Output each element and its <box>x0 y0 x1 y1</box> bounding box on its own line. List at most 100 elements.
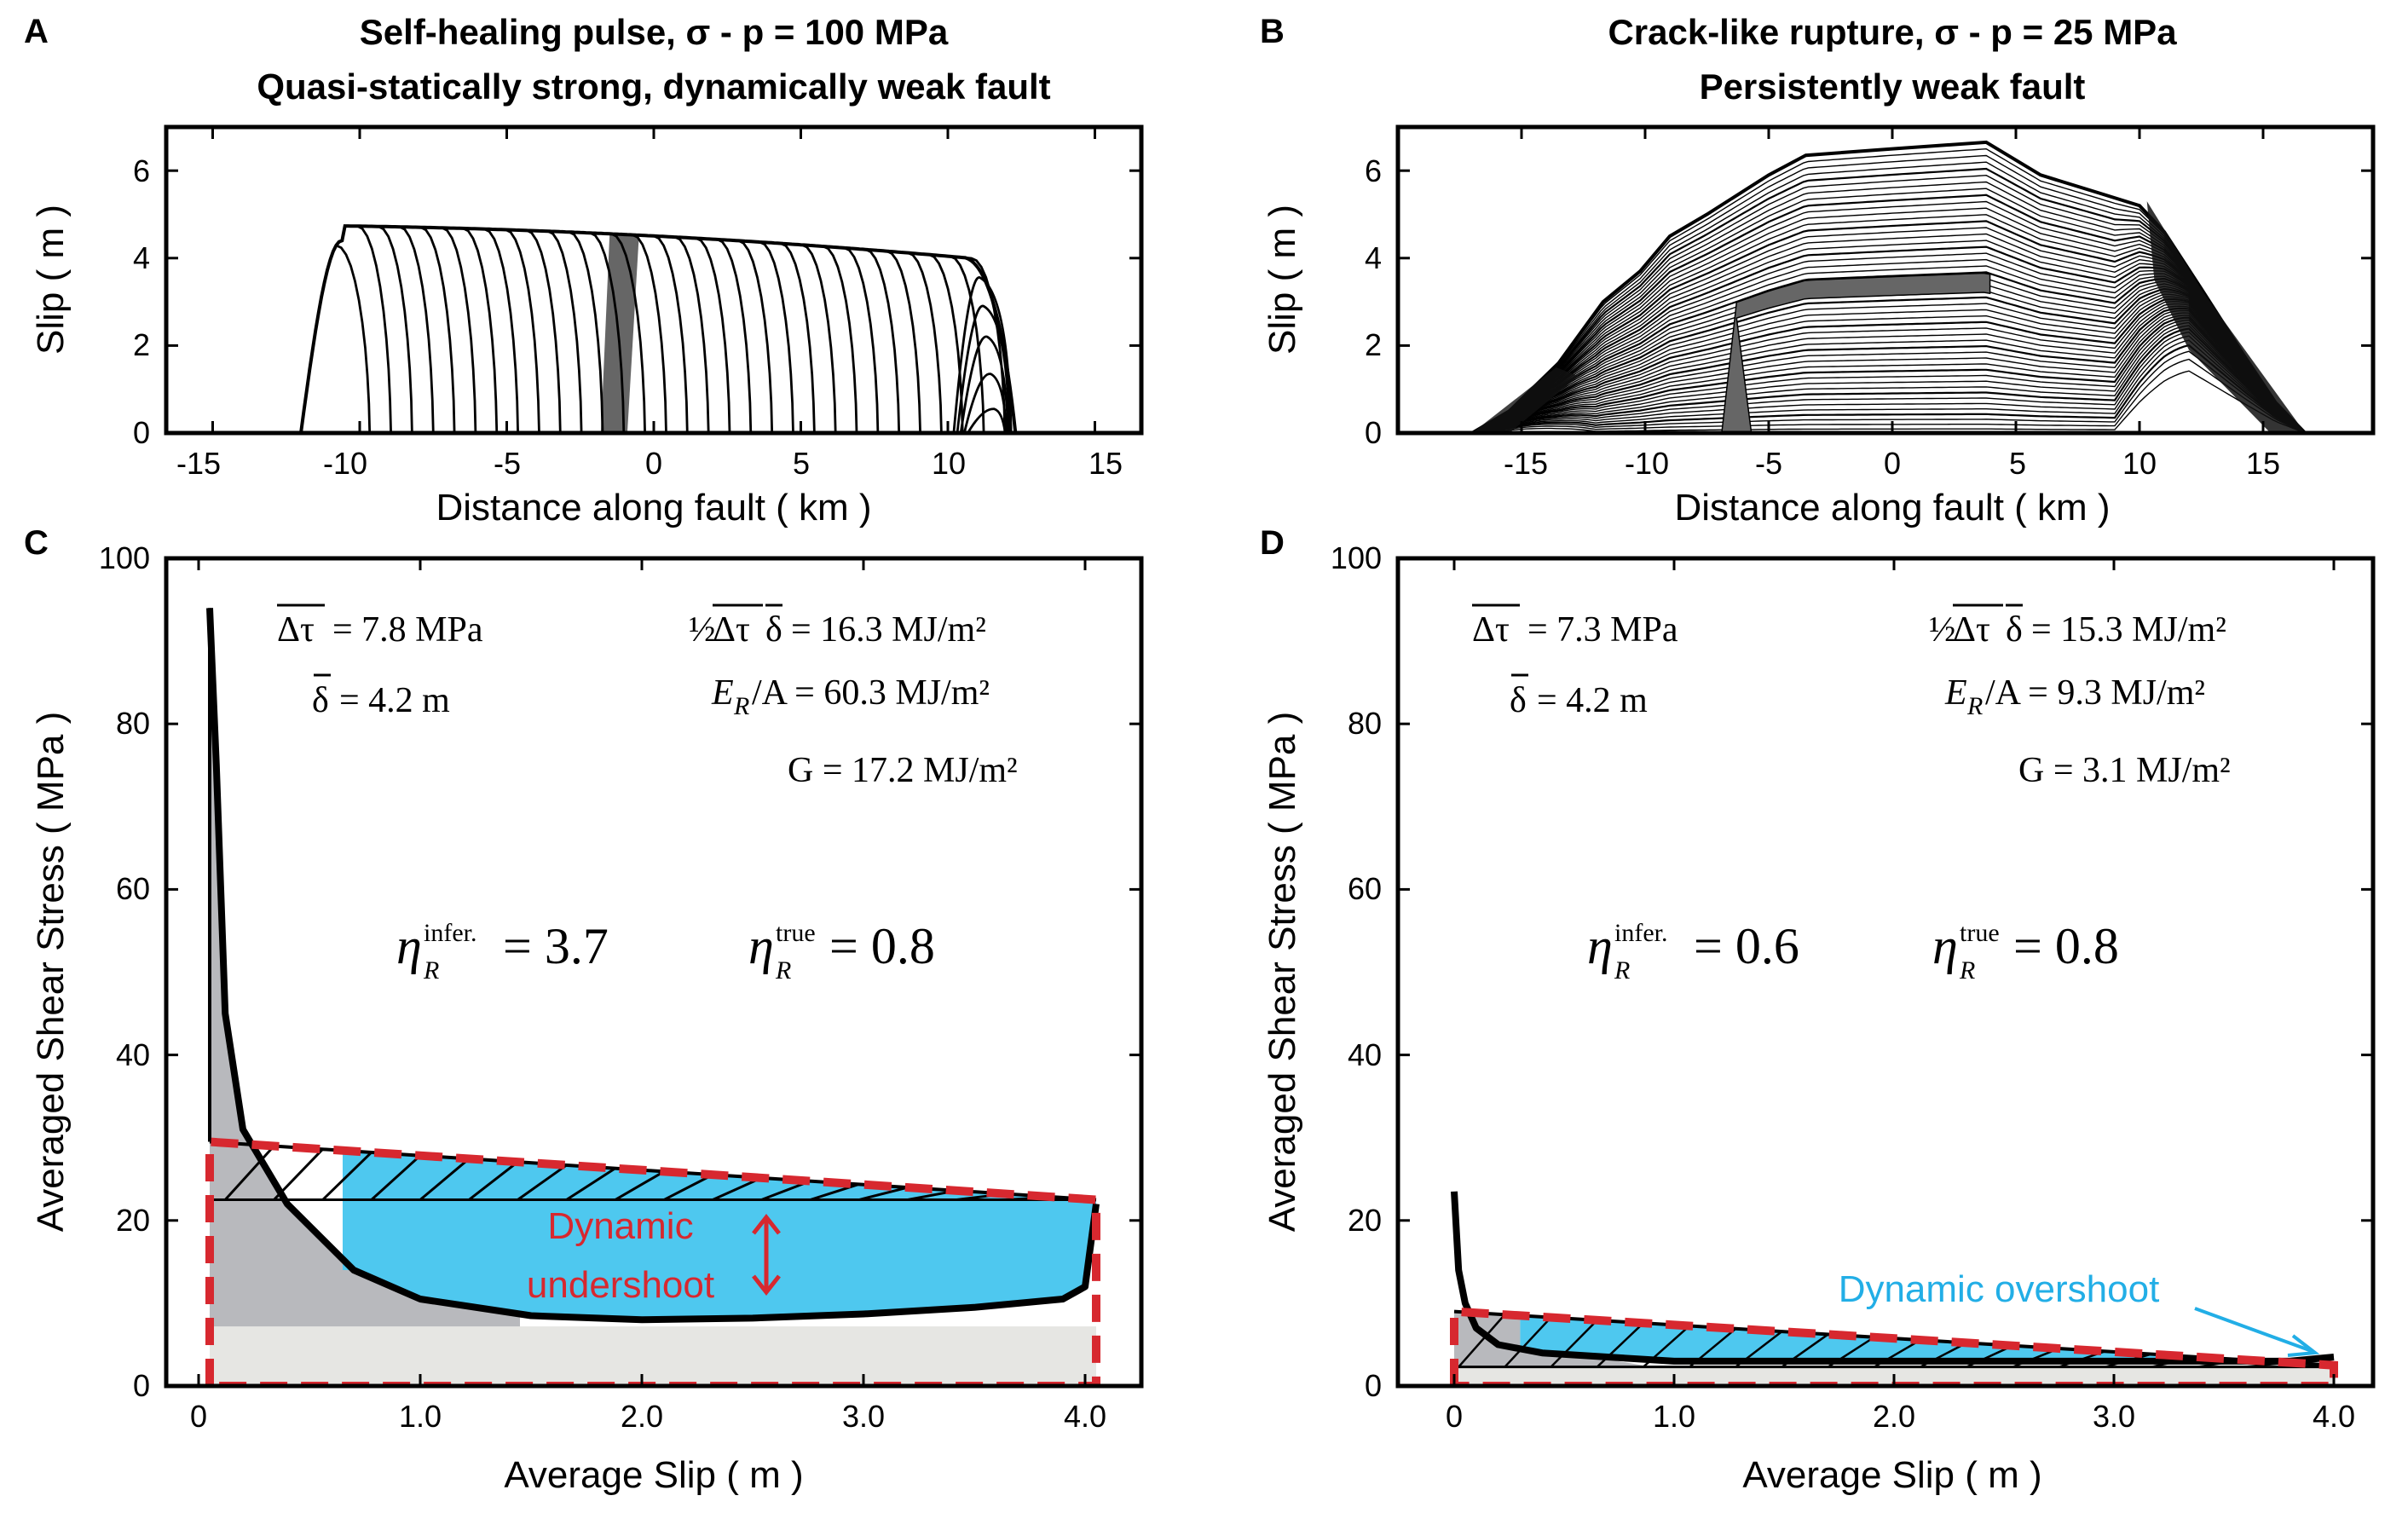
eq-er-sub-c: R <box>733 692 749 720</box>
ytick-c-0: 0 <box>133 1368 150 1403</box>
eq-dtau-lhs-d: Δτ <box>1472 610 1510 650</box>
xtick-a-4: 0 <box>645 446 662 481</box>
slip-contour-tail <box>956 304 1011 433</box>
hatch-line <box>1504 1316 1552 1368</box>
hatch-line <box>468 1160 519 1201</box>
slip-contour <box>1471 335 2303 433</box>
slip-contour-tail <box>962 372 1008 433</box>
eq-delta-rhs-d: = 4.2 m <box>1537 681 1648 720</box>
xtick-a-5: 5 <box>793 446 810 481</box>
slip-contour <box>1471 309 2303 433</box>
xtick-a-7: 15 <box>1089 446 1123 481</box>
panel-a-title-line1: Self-healing pulse, σ - p = 100 MPa <box>360 12 949 52</box>
xtick-c-3: 3.0 <box>842 1399 885 1434</box>
slip-contour <box>299 224 816 433</box>
hatch-line <box>1458 1314 1506 1368</box>
xtick-b-3: -5 <box>1755 446 1782 481</box>
annot-dynamic-c: Dynamic <box>547 1205 693 1247</box>
eta-true-symbol-c: η <box>748 918 774 974</box>
undershoot-arrow <box>752 1213 781 1296</box>
eq-dtau-rhs-c: = 7.8 MPa <box>332 610 483 650</box>
axes-box-d <box>1395 556 2376 1389</box>
slip-contour <box>1471 321 2303 433</box>
red-dashed-outline <box>1450 1307 2338 1386</box>
equations-c: Δτ = 7.8 MPa δ = 4.2 m ½ Δτ δ = 16.3 MJ/… <box>277 603 1018 985</box>
xtick-a-1: -15 <box>176 446 221 481</box>
slip-contour <box>299 224 985 433</box>
grey-area <box>1454 1311 1653 1367</box>
slip-contour <box>1471 305 2303 433</box>
ticks-b <box>1398 127 2373 435</box>
stress-slip-plot-c <box>205 608 1100 1386</box>
xtick-d-2: 2.0 <box>1873 1399 1915 1434</box>
ytick-b-6: 6 <box>1365 153 1382 188</box>
ytick-b-4: 4 <box>1365 240 1382 275</box>
slip-contour <box>1471 331 2303 433</box>
hatch-line <box>517 1164 568 1201</box>
xtick-c-0: 0 <box>190 1399 207 1434</box>
ytick-b-2: 2 <box>1365 327 1382 362</box>
ylabel-a: Slip ( m ) <box>30 205 72 355</box>
eta-infer-val-d: = 0.6 <box>1694 918 1799 974</box>
ticks-d <box>1398 557 2373 1388</box>
xlabel-a: Distance along fault ( km ) <box>436 487 871 528</box>
hatch-line <box>810 1182 860 1201</box>
slip-contour <box>1471 303 2303 433</box>
slip-contour <box>1471 344 2303 433</box>
eq-half-prefix-c: ½ <box>689 610 716 650</box>
axes-box-c <box>164 556 1144 1389</box>
ytick-a-2: 2 <box>133 327 150 362</box>
xtick-d-4: 4.0 <box>2313 1399 2355 1434</box>
eta-infer-symbol-c: η <box>396 918 422 974</box>
eq-er-lhs-c: E <box>711 673 734 713</box>
slip-contours-a <box>299 224 1018 433</box>
ytick-c-20: 20 <box>116 1203 150 1238</box>
hatch-line <box>565 1167 616 1201</box>
final-slip-envelope <box>299 224 1018 433</box>
xtick-b-7: 15 <box>2246 446 2280 481</box>
ytick-d-0: 0 <box>1365 1368 1382 1403</box>
panel-c: C 0 20 40 60 80 100 0 1.0 2.0 3.0 4.0 Av… <box>24 524 1144 1496</box>
eta-infer-sub-d: R <box>1614 956 1630 985</box>
ticks-a <box>166 127 1141 435</box>
eq-half-rhs-d: = 15.3 MJ/m² <box>2031 610 2226 650</box>
hatch-line <box>1550 1319 1598 1368</box>
eq-half-dtau-d: Δτ <box>1953 610 1990 650</box>
eq-er-sub-d: R <box>1966 692 1983 720</box>
dense-contours-right <box>2146 201 2306 433</box>
eta-infer-val-c: = 3.7 <box>503 918 609 974</box>
hatch-line <box>224 1145 275 1201</box>
xlabel-d: Average Slip ( m ) <box>1742 1454 2041 1496</box>
ytick-d-100: 100 <box>1331 540 1382 575</box>
eq-dtau-rhs-d: = 7.3 MPa <box>1527 610 1678 650</box>
eq-delta-lhs-c: δ <box>312 681 329 720</box>
eta-true-val-c: = 0.8 <box>829 918 935 974</box>
ytick-a-4: 4 <box>133 240 150 275</box>
grey-area <box>210 608 520 1327</box>
slip-contour <box>1471 316 2304 433</box>
panel-letter-c: C <box>24 524 49 562</box>
slip-contours-b <box>1470 140 2307 433</box>
eta-infer-sup-d: infer. <box>1614 919 1667 947</box>
eta-true-val-d: = 0.8 <box>2013 918 2119 974</box>
slip-contour <box>299 224 435 433</box>
eq-g-c: G = 17.2 MJ/m² <box>788 751 1018 790</box>
ytick-c-60: 60 <box>116 871 150 906</box>
panel-d: D 0 20 40 60 80 100 0 1.0 2.0 3.0 4.0 Av… <box>1260 524 2376 1496</box>
xtick-d-0: 0 <box>1446 1399 1463 1434</box>
slip-contour <box>1471 307 2304 433</box>
ylabel-c: Averaged Shear Stress ( MPa ) <box>30 712 72 1233</box>
eq-half-delta-c: δ <box>765 610 782 650</box>
xtick-b-5: 5 <box>2009 446 2026 481</box>
eq-delta-lhs-d: δ <box>1510 681 1527 720</box>
blue-area <box>343 1150 1096 1320</box>
panel-b: B Crack-like rupture, σ - p = 25 MPa Per… <box>1260 12 2376 528</box>
base-area <box>210 1326 1096 1386</box>
panel-b-title-line2: Persistently weak fault <box>1700 66 2086 107</box>
hatch-line <box>321 1151 372 1201</box>
slip-contour <box>299 244 372 433</box>
eq-er-lhs-d: E <box>1944 673 1967 713</box>
hatch-line <box>419 1158 471 1201</box>
panel-a-title-line2: Quasi-statically strong, dynamically wea… <box>257 66 1050 107</box>
